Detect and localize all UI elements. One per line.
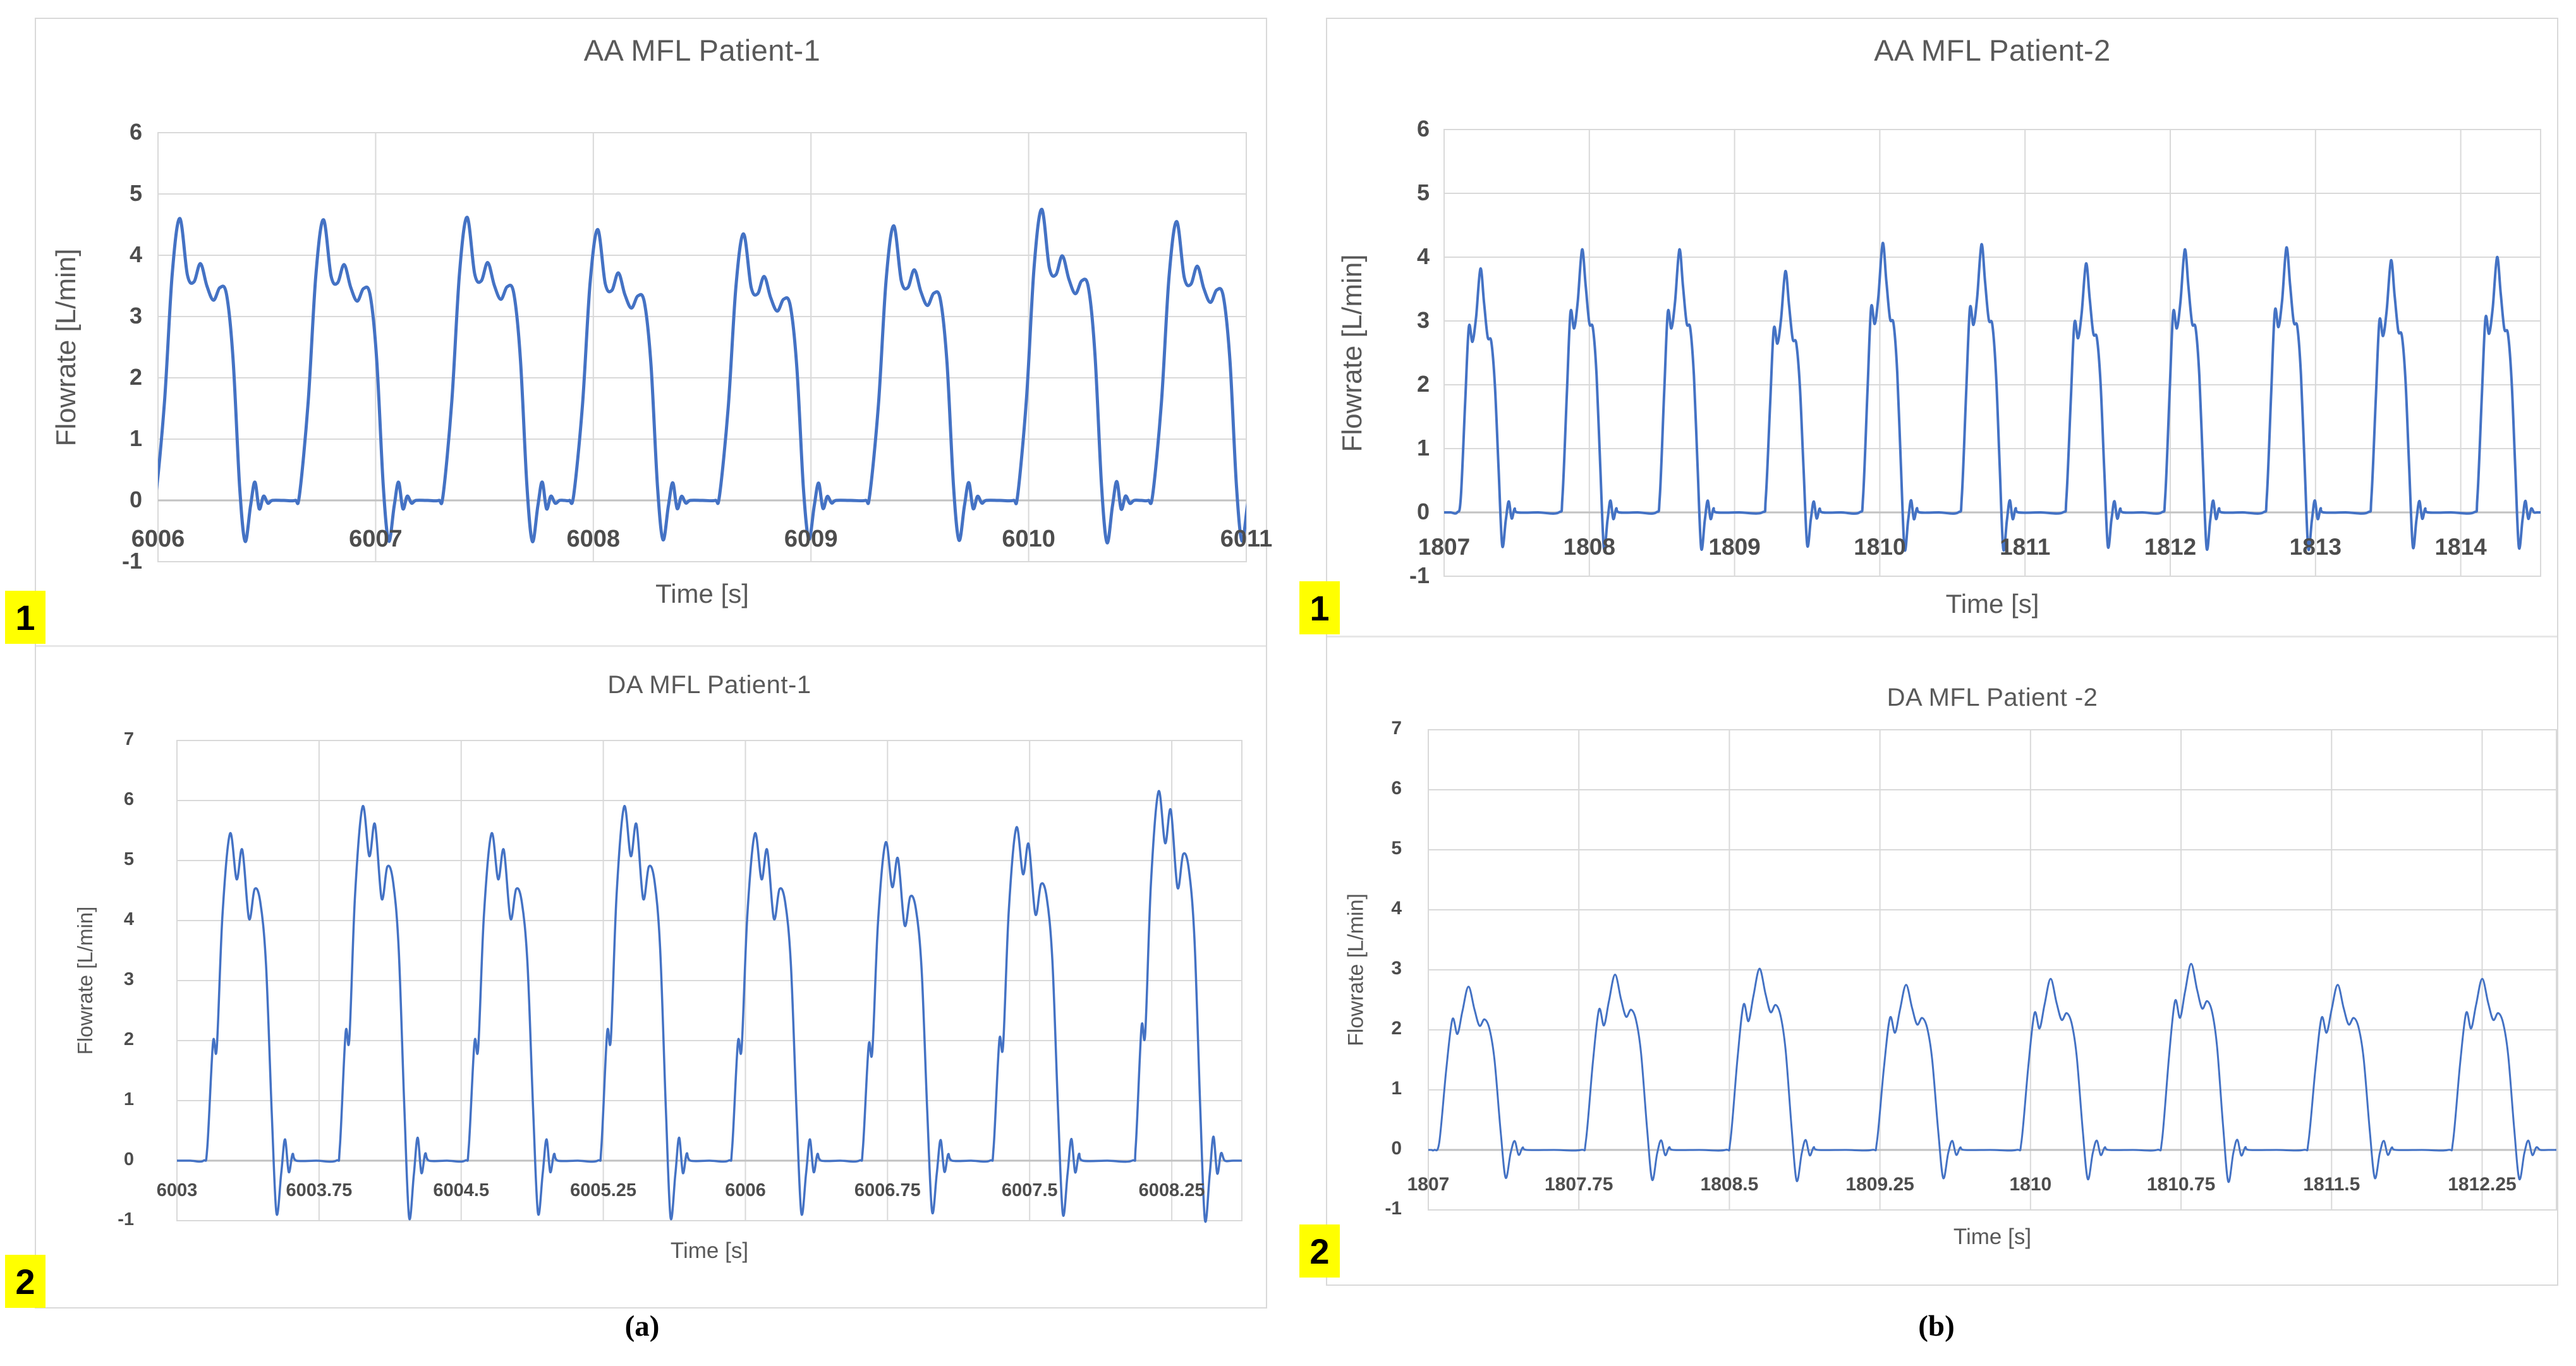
y-tick-label: 2 [1416, 370, 1430, 397]
y-tick-label: 2 [129, 363, 142, 390]
y-tick-label: 0 [1391, 1138, 1402, 1159]
x-tick-label: 1811 [2000, 534, 2051, 560]
y-tick-label: 4 [1391, 898, 1402, 919]
x-tick-label: 6003.75 [286, 1180, 353, 1201]
x-tick-label: 6008.25 [1138, 1180, 1205, 1201]
y-tick-label: 3 [129, 302, 142, 329]
x-tick-label: 1807 [1418, 534, 1471, 560]
y-tick-label: 2 [123, 1029, 134, 1050]
x-tick-label: 1812 [2144, 534, 2197, 560]
y-tick-label: 4 [129, 241, 142, 267]
x-tick-label: 6006.75 [854, 1180, 921, 1201]
x-tick-label: 6003 [156, 1180, 198, 1201]
y-tick-label: 1 [123, 1089, 134, 1110]
y-tick-label: 1 [129, 425, 142, 451]
y-tick-label: 5 [123, 849, 134, 870]
y-tick-label: 3 [123, 969, 134, 990]
y-tick-label: 0 [1416, 498, 1430, 524]
caption-b: (b) [1918, 1310, 1955, 1343]
caption-a: (a) [624, 1310, 660, 1343]
y-tick-label: 4 [123, 909, 134, 930]
x-tick-label: 1810 [2009, 1174, 2052, 1195]
x-axis-title: Time [s] [670, 1238, 749, 1263]
x-tick-label: 1814 [2434, 534, 2487, 560]
x-tick-label: 1810 [1854, 534, 1906, 560]
panel-a-chart-divider [36, 645, 1266, 647]
y-axis-title: Flowrate [L/min] [51, 248, 82, 446]
y-tick-label: -1 [1385, 1198, 1402, 1219]
y-tick-label: 7 [123, 729, 134, 750]
x-tick-label: 1810.75 [2146, 1174, 2216, 1195]
chart-title-aa-mfl-patient-2: AA MFL Patient-2 [1874, 33, 2111, 67]
x-tick-label: 1808 [1563, 534, 1615, 560]
x-tick-label: 6011 [1220, 526, 1273, 553]
y-axis-title: Flowrate [L/min] [1337, 254, 1368, 452]
panel-b-marker-2: 2 [1299, 1224, 1340, 1278]
x-tick-label: 1813 [2289, 534, 2342, 560]
x-axis-title: Time [s] [1953, 1224, 2032, 1249]
y-tick-label: 4 [1416, 243, 1430, 269]
x-tick-label: 6005.25 [570, 1180, 637, 1201]
x-tick-label: 6007.5 [1001, 1180, 1058, 1201]
chart-title-aa-mfl-patient-1: AA MFL Patient-1 [583, 33, 821, 67]
panel-b-chart-divider [1327, 636, 2557, 638]
y-tick-label: 6 [123, 789, 134, 810]
y-tick-label: 0 [129, 486, 142, 512]
panel-b [1326, 18, 2558, 1286]
panel-a-marker-1: 1 [5, 591, 46, 644]
x-tick-label: 1809.25 [1845, 1174, 1914, 1195]
x-tick-label: 6006 [131, 526, 185, 553]
panel-a [35, 18, 1267, 1309]
chart-title-da-mfl-patient-1: DA MFL Patient-1 [607, 671, 811, 699]
y-tick-label: -1 [118, 1209, 134, 1230]
x-tick-label: 6007 [349, 526, 403, 553]
y-tick-label: 6 [1416, 115, 1430, 142]
x-tick-label: 1807 [1407, 1174, 1450, 1195]
y-tick-label: 7 [1391, 718, 1402, 739]
y-tick-label: 1 [1416, 434, 1430, 461]
y-tick-label: 0 [123, 1149, 134, 1170]
y-tick-label: 5 [129, 179, 142, 206]
y-tick-label: 2 [1391, 1018, 1402, 1039]
y-tick-label: 5 [1416, 179, 1430, 205]
y-tick-label: 3 [1391, 958, 1402, 979]
x-tick-label: 6008 [566, 526, 621, 553]
x-tick-label: 1807.75 [1544, 1174, 1613, 1195]
y-tick-label: 6 [129, 118, 142, 145]
x-tick-label: 1808.5 [1700, 1174, 1759, 1195]
x-tick-label: 6004.5 [433, 1180, 490, 1201]
chart-title-da-mfl-patient-2: DA MFL Patient -2 [1886, 684, 2098, 711]
panel-a-marker-2: 2 [5, 1255, 46, 1308]
x-tick-label: 6006 [725, 1180, 766, 1201]
x-axis-title: Time [s] [1945, 589, 2039, 619]
y-tick-label: 5 [1391, 838, 1402, 859]
x-tick-label: 1811.5 [2303, 1174, 2360, 1195]
x-tick-label: 6009 [784, 526, 838, 553]
y-tick-label: 1 [1391, 1078, 1402, 1099]
y-tick-label: 6 [1391, 778, 1402, 799]
x-tick-label: 6010 [1002, 526, 1055, 553]
x-tick-label: 1809 [1708, 534, 1761, 560]
x-axis-title: Time [s] [655, 579, 749, 608]
y-tick-label: -1 [121, 547, 142, 574]
x-tick-label: 1812.25 [2448, 1174, 2517, 1195]
y-tick-label: -1 [1409, 562, 1430, 588]
panel-b-marker-1: 1 [1299, 581, 1340, 634]
y-tick-label: 3 [1416, 306, 1430, 333]
